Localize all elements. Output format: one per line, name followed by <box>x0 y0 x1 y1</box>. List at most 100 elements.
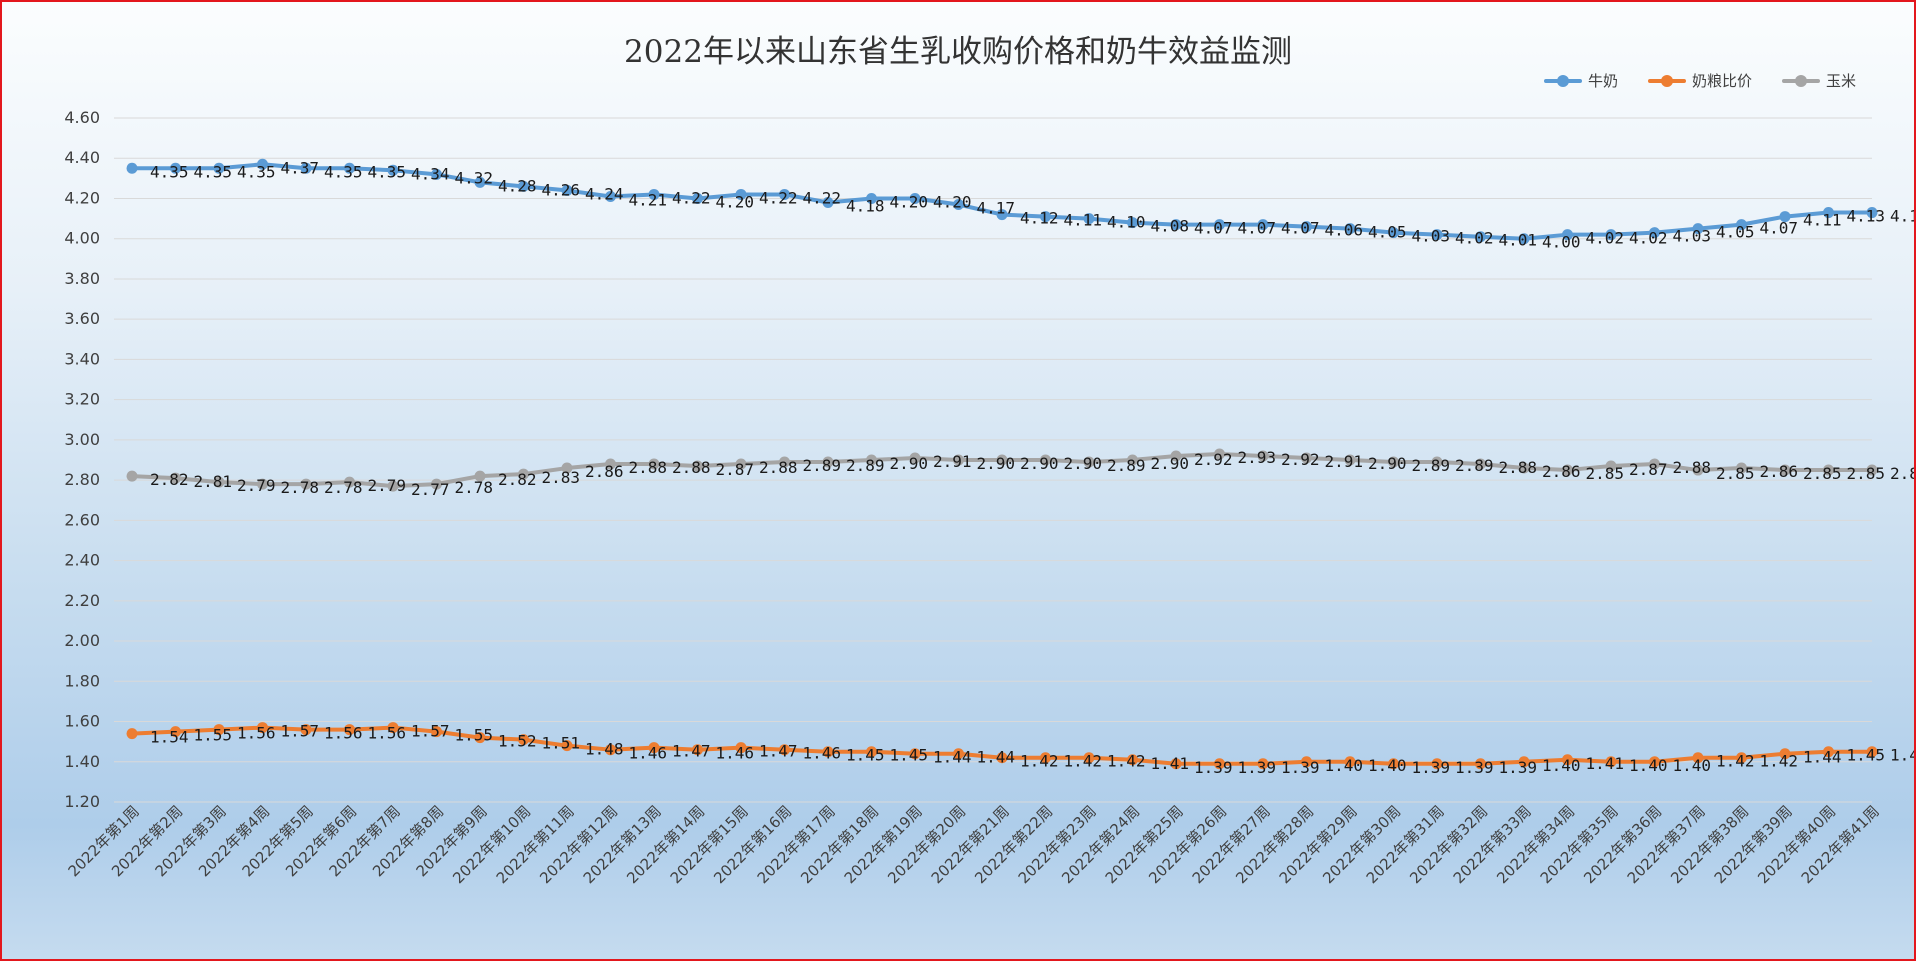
data-label-milk: 4.18 <box>846 196 885 215</box>
data-label-milk: 4.21 <box>629 190 668 209</box>
data-point-milk-feed-ratio <box>561 740 573 752</box>
y-tick-label: 1.40 <box>64 752 100 771</box>
data-point-milk <box>213 162 225 174</box>
data-label-milk-feed-ratio: 1.46 <box>803 744 842 763</box>
data-point-corn <box>126 470 138 482</box>
data-labels: 4.35 4.35 4.35 4.37 4.35 4.35 4.34 4.32 4.28 4.26… <box>150 158 1914 777</box>
data-label-milk-feed-ratio: 1.42 <box>1716 752 1755 771</box>
data-point-milk <box>1388 227 1399 239</box>
data-point-milk-feed-ratio <box>953 748 964 760</box>
data-label-milk: 4.22 <box>759 188 798 207</box>
data-label-milk: 4.20 <box>933 192 972 211</box>
data-label-milk-feed-ratio: 1.39 <box>1281 758 1320 777</box>
legend-swatch-milk <box>1543 74 1582 88</box>
data-label-corn: 2.90 <box>1151 454 1190 473</box>
data-label-milk: 4.10 <box>1107 213 1146 232</box>
data-point-corn <box>1736 462 1747 474</box>
data-label-milk: 4.01 <box>1499 231 1538 250</box>
y-tick-label: 1.60 <box>64 712 100 731</box>
data-label-milk-feed-ratio: 1.42 <box>1760 752 1799 771</box>
data-point-milk-feed-ratio <box>822 746 834 758</box>
data-label-milk: 4.11 <box>1803 211 1842 230</box>
data-label-corn: 2.78 <box>281 478 320 497</box>
y-tick-label: 4.40 <box>64 148 100 167</box>
data-point-milk <box>518 180 529 192</box>
data-label-milk-feed-ratio: 1.40 <box>1629 756 1668 775</box>
data-label-milk-feed-ratio: 1.56 <box>368 724 407 743</box>
data-label-milk: 4.06 <box>1325 221 1364 240</box>
data-point-milk-feed-ratio <box>300 724 312 736</box>
data-label-milk: 4.08 <box>1151 217 1190 236</box>
data-label-corn: 2.88 <box>629 458 668 477</box>
data-point-milk-feed-ratio <box>1388 758 1399 770</box>
data-point-milk <box>779 188 790 200</box>
data-label-milk-feed-ratio: 1.40 <box>1325 756 1364 775</box>
data-label-corn: 2.88 <box>1499 458 1538 477</box>
data-label-milk: 4.02 <box>1586 229 1625 248</box>
y-tick-label: 3.20 <box>64 390 100 409</box>
data-point-corn <box>605 458 616 470</box>
data-point-milk-feed-ratio <box>1605 756 1617 768</box>
data-point-corn <box>170 472 181 484</box>
y-tick-label: 3.60 <box>64 309 100 328</box>
data-label-corn: 2.90 <box>977 454 1016 473</box>
data-point-milk-feed-ratio <box>518 734 529 746</box>
data-label-milk: 4.03 <box>1673 227 1712 246</box>
data-label-milk: 4.34 <box>411 164 450 183</box>
data-point-milk <box>300 162 312 174</box>
data-point-milk-feed-ratio <box>1823 746 1834 758</box>
data-point-milk-feed-ratio <box>1475 758 1486 770</box>
y-tick-label: 2.20 <box>64 591 100 610</box>
data-point-corn <box>1388 456 1399 468</box>
data-label-corn: 2.89 <box>846 456 885 475</box>
data-point-milk-feed-ratio <box>126 728 138 740</box>
legend-item-milk: 牛奶 <box>1543 70 1618 91</box>
data-label-corn: 2.93 <box>1238 448 1277 467</box>
data-point-corn <box>257 478 268 490</box>
data-point-milk-feed-ratio <box>996 752 1008 764</box>
data-point-corn <box>1170 450 1182 462</box>
data-label-milk: 4.02 <box>1455 229 1494 248</box>
data-point-corn <box>1431 456 1443 468</box>
data-point-milk <box>648 188 660 200</box>
data-point-milk-feed-ratio <box>1257 758 1269 770</box>
data-label-milk-feed-ratio: 1.45 <box>1890 746 1914 765</box>
data-point-milk <box>1170 219 1182 231</box>
data-label-milk-feed-ratio: 1.42 <box>1020 752 1059 771</box>
data-point-corn <box>518 468 529 480</box>
y-tick-label: 2.60 <box>64 510 100 529</box>
data-point-milk <box>1127 217 1138 229</box>
data-label-corn: 2.87 <box>1629 460 1668 479</box>
data-point-corn <box>822 456 834 468</box>
data-point-corn <box>1344 454 1356 466</box>
data-point-milk <box>1344 223 1356 235</box>
data-point-milk <box>474 176 486 188</box>
data-point-milk-feed-ratio <box>213 724 225 736</box>
data-label-corn: 2.86 <box>1542 462 1581 481</box>
data-point-corn <box>735 458 747 470</box>
data-point-milk-feed-ratio <box>1214 758 1225 770</box>
data-label-milk: 4.05 <box>1716 223 1755 242</box>
data-point-corn <box>1823 464 1834 476</box>
data-label-milk: 4.12 <box>1020 209 1059 228</box>
data-label-corn: 2.87 <box>716 460 755 479</box>
data-label-milk: 4.28 <box>498 176 537 195</box>
data-label-corn: 2.88 <box>759 458 798 477</box>
data-point-corn <box>431 478 442 490</box>
x-axis-ticks: 2022年第1周2022年第2周2022年第3周2022年第4周2022年第5周… <box>65 802 1883 887</box>
data-label-corn: 2.90 <box>1368 454 1407 473</box>
data-label-corn: 2.78 <box>455 478 494 497</box>
y-tick-label: 1.80 <box>64 671 100 690</box>
data-label-corn: 2.90 <box>1064 454 1103 473</box>
data-label-milk: 4.20 <box>890 192 929 211</box>
data-label-milk-feed-ratio: 1.44 <box>1803 748 1842 767</box>
data-point-corn <box>1779 464 1791 476</box>
data-label-milk-feed-ratio: 1.44 <box>933 748 972 767</box>
data-point-milk-feed-ratio <box>344 724 355 736</box>
data-point-corn <box>1649 458 1660 470</box>
data-point-milk-feed-ratio <box>474 732 486 744</box>
data-label-corn: 2.82 <box>498 470 537 489</box>
data-label-milk-feed-ratio: 1.46 <box>629 744 668 763</box>
chart-legend: 牛奶 奶粮比价 玉米 <box>1543 70 1856 91</box>
